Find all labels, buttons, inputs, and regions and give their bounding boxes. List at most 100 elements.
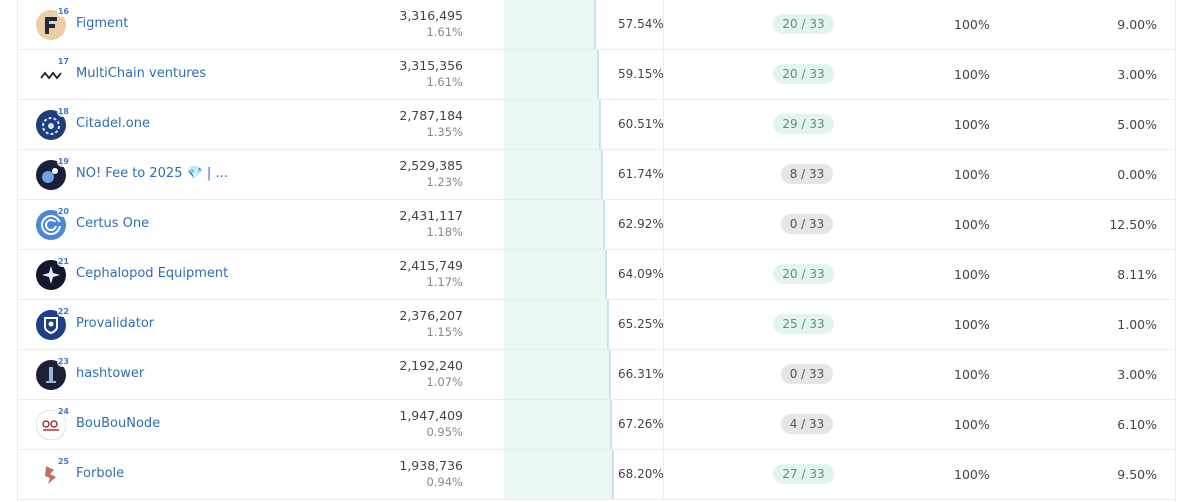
governance-participation-badge: 8 / 33 [781, 164, 833, 184]
uptime: 100% [954, 367, 990, 382]
validator-name-link[interactable]: NO! Fee to 2025 💎 | ... [76, 166, 228, 181]
voting-power: 1,938,736 0.94% [399, 458, 463, 490]
column-divider [663, 0, 664, 49]
citadel-logo-icon [36, 110, 66, 140]
validator-avatar[interactable]: 23 [36, 357, 70, 390]
validator-name-link[interactable]: Cephalopod Equipment [76, 266, 229, 281]
voting-power-share: 1.35% [426, 125, 463, 139]
column-divider [663, 400, 664, 449]
commission: 6.10% [1117, 417, 1157, 432]
hashtower-logo-icon [36, 360, 66, 390]
validator-avatar[interactable]: 17 [36, 57, 70, 90]
governance-participation-badge: 0 / 33 [781, 214, 833, 234]
column-divider [663, 100, 664, 149]
uptime: 100% [954, 267, 990, 282]
validator-name-link[interactable]: Certus One [76, 216, 150, 231]
validator-rank: 16 [56, 7, 70, 17]
uptime: 100% [954, 417, 990, 432]
cumulative-share: 67.26% [618, 417, 664, 431]
column-divider [663, 150, 664, 199]
voting-power-amount: 1,938,736 [399, 458, 463, 473]
table-row[interactable]: 17 MultiChain ventures 3,315,356 1.61% 5… [18, 50, 1175, 100]
validator-avatar[interactable]: 16 [36, 7, 70, 40]
voting-power: 2,431,117 1.18% [399, 208, 463, 240]
uptime: 100% [954, 217, 990, 232]
voting-power-amount: 1,947,409 [399, 408, 463, 423]
column-divider [663, 350, 664, 399]
cumulative-share: 68.20% [618, 467, 664, 481]
voting-power-share: 1.18% [426, 225, 463, 239]
uptime: 100% [954, 467, 990, 482]
voting-power-share: 1.61% [426, 75, 463, 89]
voting-power-share: 1.07% [426, 375, 463, 389]
validator-name-link[interactable]: Forbole [76, 466, 125, 481]
voting-power-share: 1.61% [426, 25, 463, 39]
cumulative-share: 61.74% [618, 167, 664, 181]
commission: 12.50% [1109, 217, 1157, 232]
validator-avatar[interactable]: 22 [36, 307, 70, 340]
table-row[interactable]: 25 Forbole 1,938,736 0.94% 68.20% 27 / 3… [18, 450, 1175, 500]
voting-power: 1,947,409 0.95% [399, 408, 463, 440]
validator-avatar[interactable]: 24 [36, 407, 70, 440]
uptime: 100% [954, 167, 990, 182]
cumulative-share-bar [504, 200, 605, 249]
column-divider [663, 200, 664, 249]
multichain-logo-icon [36, 60, 66, 90]
commission: 9.50% [1117, 467, 1157, 482]
validator-avatar[interactable]: 21 [36, 257, 70, 290]
uptime: 100% [954, 317, 990, 332]
validator-name-link[interactable]: Figment [76, 16, 129, 31]
figment-logo-icon [36, 10, 66, 40]
commission: 8.11% [1117, 267, 1157, 282]
validator-name-link[interactable]: Provalidator [76, 316, 155, 331]
validator-name-link[interactable]: BouBouNode [76, 416, 161, 431]
provalidator-logo-icon [36, 310, 66, 340]
table-row[interactable]: 16 Figment 3,316,495 1.61% 57.54% 20 / 3… [18, 0, 1175, 50]
governance-participation-badge: 20 / 33 [773, 64, 834, 84]
cephalopod-logo-icon [36, 260, 66, 290]
validator-rank: 25 [56, 457, 70, 467]
cumulative-share-bar [504, 100, 601, 149]
table-row[interactable]: 21 Cephalopod Equipment 2,415,749 1.17% … [18, 250, 1175, 300]
validator-name-link[interactable]: Citadel.one [76, 116, 150, 131]
uptime: 100% [954, 17, 990, 32]
table-row[interactable]: 19 NO! Fee to 2025 💎 | ... 2,529,385 1.2… [18, 150, 1175, 200]
validator-rank: 24 [56, 407, 70, 417]
governance-participation-badge: 29 / 33 [773, 114, 834, 134]
nofee-logo-icon [36, 160, 66, 190]
cumulative-share-bar [504, 450, 614, 499]
validator-rank: 21 [56, 257, 70, 267]
cumulative-share: 64.09% [618, 267, 664, 281]
commission: 5.00% [1117, 117, 1157, 132]
cumulative-share-bar [504, 300, 609, 349]
cumulative-share: 59.15% [618, 67, 664, 81]
cumulative-share-bar [504, 250, 607, 299]
cumulative-share-bar [504, 0, 596, 49]
table-row[interactable]: 23 hashtower 2,192,240 1.07% 66.31% 0 / … [18, 350, 1175, 400]
table-row[interactable]: 24 BouBouNode 1,947,409 0.95% 67.26% 4 /… [18, 400, 1175, 450]
table-row[interactable]: 18 Citadel.one 2,787,184 1.35% 60.51% 29… [18, 100, 1175, 150]
commission: 9.00% [1117, 17, 1157, 32]
validator-avatar[interactable]: 19 [36, 157, 70, 190]
cumulative-share: 60.51% [618, 117, 664, 131]
governance-participation-badge: 4 / 33 [781, 414, 833, 434]
table-row[interactable]: 22 Provalidator 2,376,207 1.15% 65.25% 2… [18, 300, 1175, 350]
validator-avatar[interactable]: 25 [36, 457, 70, 490]
voting-power-amount: 2,431,117 [399, 208, 463, 223]
table-row[interactable]: 20 Certus One 2,431,117 1.18% 62.92% 0 /… [18, 200, 1175, 250]
cumulative-share: 66.31% [618, 367, 664, 381]
validator-name-link[interactable]: hashtower [76, 366, 145, 381]
cumulative-share-bar [504, 150, 603, 199]
certus-logo-icon [36, 210, 66, 240]
column-divider [663, 50, 664, 99]
validator-rank: 20 [56, 207, 70, 217]
validator-rank: 18 [56, 107, 70, 117]
voting-power: 2,415,749 1.17% [399, 258, 463, 290]
commission: 3.00% [1117, 367, 1157, 382]
validator-avatar[interactable]: 20 [36, 207, 70, 240]
validator-rank: 19 [56, 157, 70, 167]
validator-avatar[interactable]: 18 [36, 107, 70, 140]
governance-participation-badge: 25 / 33 [773, 314, 834, 334]
voting-power-amount: 3,315,356 [399, 58, 463, 73]
validator-name-link[interactable]: MultiChain ventures [76, 66, 207, 81]
